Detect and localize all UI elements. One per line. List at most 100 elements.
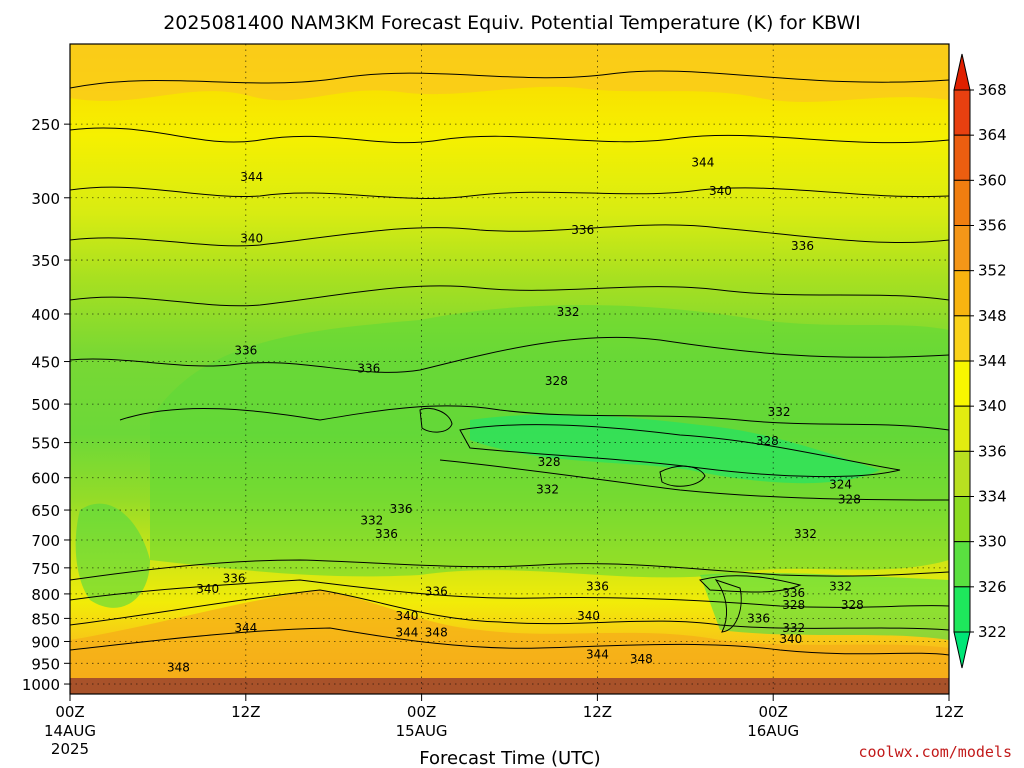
- contour-label: 328: [841, 598, 864, 612]
- lower-warm-band: [70, 590, 949, 694]
- colorbar: 368 364 360 356 352 348 344 340 336 334 330 326 322: [953, 53, 1007, 669]
- contour-label: 328: [782, 598, 805, 612]
- plot-frame: [69, 43, 950, 695]
- colorbar-label: 368: [978, 81, 1007, 99]
- contour-label: 336: [791, 239, 814, 253]
- colorbar-label: 360: [978, 171, 1007, 189]
- y-tick-label: 350: [31, 252, 60, 270]
- colorbar-segment: [953, 586, 971, 633]
- y-tick-label: 900: [31, 633, 60, 651]
- contour-labels: 3443443403403363363323363363283323283283…: [167, 156, 864, 675]
- x-tick-date: 15AUG: [396, 722, 448, 740]
- colorbar-label: 356: [978, 217, 1007, 235]
- x-tick-label: 00Z: [759, 703, 788, 721]
- colorbar-segment: [953, 496, 971, 543]
- contour-label: 344: [586, 648, 609, 662]
- y-tick-label: 750: [31, 560, 60, 578]
- contour-label: 332: [536, 483, 559, 497]
- colorbar-label: 340: [978, 397, 1007, 415]
- colorbar-segment: [953, 405, 971, 452]
- x-tick-label: 12Z: [583, 703, 612, 721]
- contour-label: 328: [538, 455, 561, 469]
- colorbar-label: 334: [978, 488, 1007, 506]
- colorbar-segment: [953, 134, 971, 181]
- x-tick-label: 00Z: [407, 703, 436, 721]
- y-tick-label: 950: [31, 655, 60, 673]
- x-tick-label: 12Z: [231, 703, 260, 721]
- contour-label: 332: [768, 405, 791, 419]
- y-tick-label: 250: [31, 116, 60, 134]
- colorbar-segment: [953, 179, 971, 226]
- colorbar-segment: [953, 541, 971, 588]
- colorbar-label: 352: [978, 262, 1007, 280]
- colorbar-top-triangle: [953, 53, 971, 91]
- colorbar-segment: [953, 450, 971, 498]
- contour-label: 340: [240, 232, 263, 246]
- contour-lines: [70, 70, 949, 656]
- contour-label: 340: [709, 184, 732, 198]
- low-green-right: [700, 572, 949, 640]
- contour-label: 336: [375, 527, 398, 541]
- ground-band: [70, 678, 949, 694]
- contour-label: 328: [756, 434, 779, 448]
- contour-label: 328: [545, 374, 568, 388]
- colorbar-label: 344: [978, 352, 1007, 370]
- colorbar-segment: [953, 89, 971, 136]
- contour-label: 336: [586, 579, 609, 593]
- y-tick-label: 850: [31, 610, 60, 628]
- core-green-region: [470, 414, 880, 484]
- contour-label: 336: [223, 571, 246, 585]
- x-tick-year: 2025: [51, 740, 89, 758]
- contour-label: 340: [577, 609, 600, 623]
- contour-label: 332: [557, 305, 580, 319]
- contour-label: 344: [691, 156, 714, 170]
- contour-label: 348: [167, 661, 190, 675]
- contour-label: 340: [395, 609, 418, 623]
- colorbar-label: 322: [978, 623, 1007, 641]
- colorbar-segment: [953, 270, 971, 317]
- x-tick-date: 16AUG: [747, 722, 799, 740]
- colorbar-segment: [953, 315, 971, 362]
- colorbar-label: 330: [978, 533, 1007, 551]
- colorbar-label: 348: [978, 307, 1007, 325]
- y-tick-label: 650: [31, 502, 60, 520]
- low-green-left: [75, 503, 150, 608]
- contour-label: 328: [838, 492, 861, 506]
- y-tick-label: 500: [31, 396, 60, 414]
- x-tick-label: 12Z: [934, 703, 963, 721]
- colorbar-label: 336: [978, 442, 1007, 460]
- y-tick-label: 1000: [22, 676, 60, 694]
- contour-label: 332: [782, 621, 805, 635]
- y-tick-label: 550: [31, 435, 60, 453]
- contour-label: 348: [425, 625, 448, 639]
- y-tick-label: 800: [31, 586, 60, 604]
- x-tick-label: 00Z: [55, 703, 84, 721]
- credit-text[interactable]: coolwx.com/models: [858, 743, 1012, 761]
- y-tick-label: 400: [31, 306, 60, 324]
- contour-label: 332: [794, 527, 817, 541]
- colorbar-label: 364: [978, 126, 1007, 144]
- y-tick-label: 600: [31, 470, 60, 488]
- contour-label: 336: [357, 362, 380, 376]
- y-tick-label: 450: [31, 354, 60, 372]
- contour-label: 332: [829, 579, 852, 593]
- y-axis: 250 300 350 400 450 500 550 600 650 700 750 800 850 9…: [22, 116, 70, 694]
- colorbar-bottom-triangle: [953, 631, 971, 669]
- colorbar-segment: [953, 225, 971, 272]
- contour-label: 336: [571, 223, 594, 237]
- contour-label: 340: [196, 582, 219, 596]
- x-tick-date: 14AUG: [44, 722, 96, 740]
- x-axis-label: Forecast Time (UTC): [419, 748, 600, 768]
- contour-label: 336: [234, 344, 257, 358]
- contour-label: 332: [360, 513, 383, 527]
- colorbar-label: 326: [978, 578, 1007, 596]
- contour-label: 336: [782, 586, 805, 600]
- contour-label: 344: [234, 621, 257, 635]
- contour-label: 344: [395, 625, 418, 639]
- y-tick-label: 700: [31, 532, 60, 550]
- grid: [70, 44, 949, 694]
- contour-label: 340: [779, 632, 802, 646]
- field-features: [70, 44, 949, 694]
